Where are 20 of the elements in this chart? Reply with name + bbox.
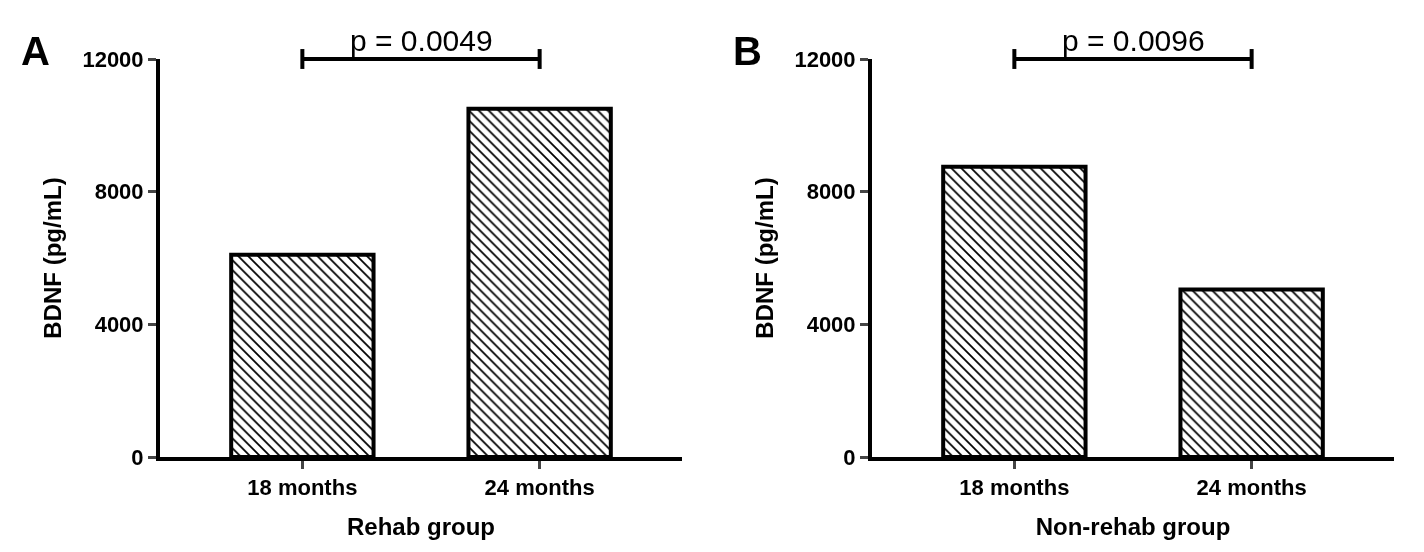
x-axis-title: Non-rehab group xyxy=(1035,513,1231,541)
chart-title: B xyxy=(733,29,762,73)
y-tick-label: 4000 xyxy=(94,312,144,338)
y-tick-label: 0 xyxy=(131,444,144,470)
y-axis-title: BDNF (pg/mL) xyxy=(39,177,67,339)
text: p = 0.0096 xyxy=(1062,24,1205,57)
y-axis-title: BDNF (pg/mL) xyxy=(751,177,779,339)
y-tick-label: 8000 xyxy=(94,179,144,205)
x-tick-label: 18 months xyxy=(247,475,358,501)
y-tick-label: 8000 xyxy=(806,179,856,205)
y-tick-label: 12000 xyxy=(794,46,856,72)
text: p = 0.0049 xyxy=(350,24,493,57)
y-tick-label: 4000 xyxy=(806,312,856,338)
y-tick-label: 0 xyxy=(843,444,856,470)
x-tick-label: 18 months xyxy=(959,475,1070,501)
chart-title: A xyxy=(21,29,50,73)
x-tick-label: 24 months xyxy=(1196,475,1307,501)
y-tick-label: 12000 xyxy=(82,46,144,72)
x-tick-label: 24 months xyxy=(484,475,595,501)
x-axis-title: Rehab group xyxy=(347,513,495,541)
